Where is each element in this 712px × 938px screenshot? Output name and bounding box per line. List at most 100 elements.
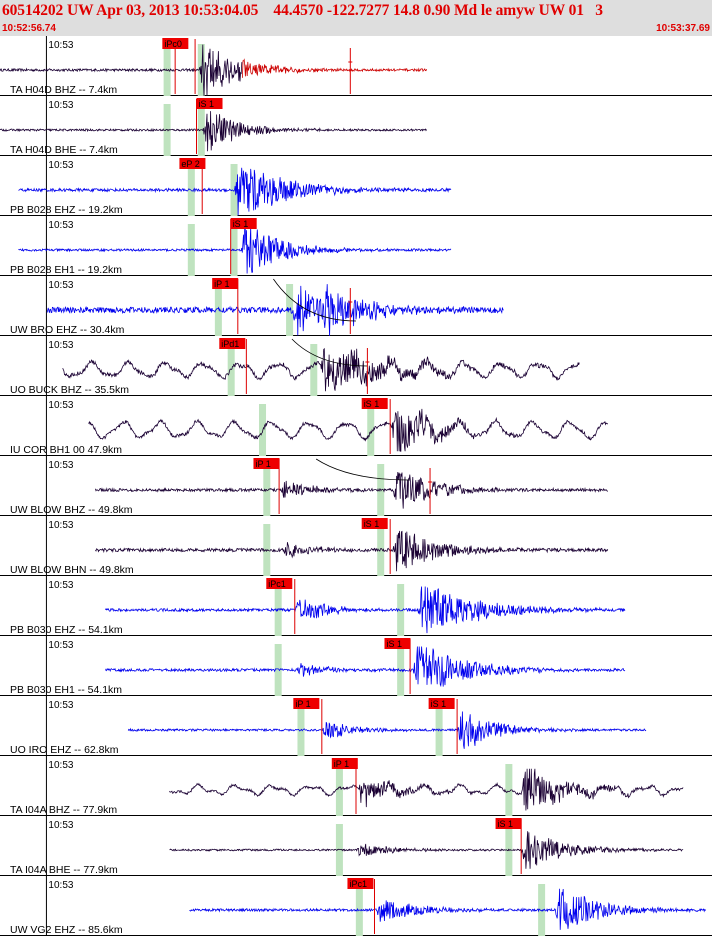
pick-box: [196, 98, 223, 109]
pick-box: [361, 518, 388, 529]
pick-box: [219, 338, 246, 349]
trace-panel-0: 10:53 iPc0 TA H04D BHZ -- 7.4km: [0, 36, 712, 96]
waveform: [105, 646, 626, 688]
pick-window: [227, 344, 235, 396]
pick-window: [274, 644, 282, 696]
pick-window: [163, 44, 171, 96]
pick-box: [361, 398, 388, 409]
arrival-curve: [273, 278, 357, 322]
minute-label: 10:53: [48, 520, 73, 531]
station-label: PB B030 EHZ -- 54.1km: [10, 624, 123, 636]
pick-label: iPc1: [349, 879, 367, 889]
pick-window: [310, 344, 318, 396]
trace-panel-10: 10:53 iS 1 PB B030 EH1 -- 54.1km: [0, 636, 712, 696]
trace-panel-7: 10:53 iP 1 UW BLOW BHZ -- 49.8km: [0, 456, 712, 516]
station-label: TA I04A BHE -- 77.9km: [10, 864, 118, 876]
trace-panel-3: 10:53 iS 1 PB B028 EH1 -- 19.2km: [0, 216, 712, 276]
pick-box: [266, 578, 293, 589]
waveform: [95, 530, 609, 572]
waveform: [18, 226, 452, 274]
trace-panel-2: 10:53 eP 2 PB B028 EHZ -- 19.2km: [0, 156, 712, 216]
station-label: TA I04A BHZ -- 77.9km: [10, 804, 117, 816]
waveform: [105, 586, 626, 634]
station-label: UW BLOW BHZ -- 49.8km: [10, 504, 133, 516]
station-label: PB B030 EH1 -- 54.1km: [10, 684, 122, 696]
minute-label: 10:53: [48, 220, 73, 231]
pick-window: [335, 824, 343, 876]
station-label: UO BUCK BHZ -- 35.5km: [10, 384, 129, 396]
minute-label: 10:53: [48, 820, 73, 831]
pick-box: [162, 38, 189, 49]
minute-label: 10:53: [48, 460, 73, 471]
pick-label: iS 1: [364, 519, 380, 529]
pick-box: [293, 698, 320, 709]
station-label: UW BLOW BHN -- 49.8km: [10, 564, 134, 576]
pick-label: eP 2: [181, 159, 199, 169]
trace-panel-11: 10:53 iP 1 iS 1 UO IRO EHZ -- 62.8km: [0, 696, 712, 756]
trace-panel-9: 10:53 iPc1 PB B030 EHZ -- 54.1km: [0, 576, 712, 636]
pick-box: [347, 878, 374, 889]
minute-label: 10:53: [48, 580, 73, 591]
pick-box: [212, 278, 239, 289]
pick-window: [538, 884, 546, 936]
pick-label: iP 1: [334, 759, 349, 769]
pick-box: [495, 818, 522, 829]
pick-label: iS 1: [364, 399, 380, 409]
waveform: [46, 284, 504, 336]
minute-label: 10:53: [48, 640, 73, 651]
station-label: UW BRO EHZ -- 30.4km: [10, 324, 125, 336]
station-label: IU COR BH1 00 47.9km: [10, 444, 122, 456]
minute-label: 10:53: [48, 340, 73, 351]
minute-label: 10:53: [48, 280, 73, 291]
window-end-time: 10:53:37.69: [656, 23, 710, 34]
pick-box: [253, 458, 280, 469]
trace-panel-13: 10:53 iS 1 TA I04A BHE -- 77.9km: [0, 816, 712, 876]
waveform: [0, 44, 243, 96]
minute-label: 10:53: [48, 100, 73, 111]
seismogram-plot: 10:53 iPc0 TA H04D BHZ -- 7.4km 10:53 iS 1 TA…: [0, 36, 712, 936]
pick-window: [377, 524, 385, 576]
pick-window: [505, 764, 513, 816]
station-label: UO IRO EHZ -- 62.8km: [10, 744, 119, 756]
waveform-tail: [242, 58, 427, 78]
pick-label: iS 1: [498, 819, 514, 829]
pick-label: iS 1: [233, 219, 249, 229]
trace-panel-5: 10:53 iPd1 UO BUCK BHZ -- 35.5km: [0, 336, 712, 396]
pick-label: iS 1: [431, 699, 447, 709]
pick-window: [397, 584, 405, 636]
waveform: [169, 831, 684, 869]
trace-panel-6: 10:53 iS 1 IU COR BH1 00 47.9km: [0, 396, 712, 456]
pick-window: [214, 284, 222, 336]
pick-label: iS 1: [386, 639, 402, 649]
waveform: [127, 711, 647, 749]
event-header: 60514202 UW Apr 03, 2013 10:53:04.05 44.…: [0, 0, 712, 36]
waveform: [0, 111, 427, 152]
waveform: [169, 768, 684, 811]
pick-label: iP 1: [214, 279, 229, 289]
station-label: UW VG2 EHZ -- 85.6km: [10, 924, 123, 936]
pick-box: [179, 158, 206, 169]
minute-label: 10:53: [48, 400, 73, 411]
trace-panel-12: 10:53 iP 1 TA I04A BHZ -- 77.9km: [0, 756, 712, 816]
pick-box: [331, 758, 358, 769]
pick-box: [428, 698, 455, 709]
trace-panel-1: 10:53 iS 1 TA H04D BHE -- 7.4km: [0, 96, 712, 156]
pick-label: iPc1: [268, 579, 286, 589]
pick-window: [335, 764, 343, 816]
pick-box: [384, 638, 411, 649]
pick-window: [367, 404, 375, 456]
event-title: 60514202 UW Apr 03, 2013 10:53:04.05 44.…: [2, 2, 603, 19]
station-label: PB B028 EHZ -- 19.2km: [10, 204, 123, 216]
waveform: [88, 408, 609, 452]
minute-label: 10:53: [48, 160, 73, 171]
minute-label: 10:53: [48, 880, 73, 891]
waveform: [18, 167, 452, 216]
pick-label: iS 1: [199, 99, 215, 109]
trace-panel-4: 10:53 iP 1 UW BRO EHZ -- 30.4km: [0, 276, 712, 336]
station-label: TA H04D BHE -- 7.4km: [10, 144, 118, 156]
window-start-time: 10:52:56.74: [2, 23, 56, 34]
minute-label: 10:53: [48, 760, 73, 771]
arrival-curve: [315, 458, 409, 481]
waveform: [189, 888, 707, 930]
pick-label: iP 1: [255, 459, 270, 469]
